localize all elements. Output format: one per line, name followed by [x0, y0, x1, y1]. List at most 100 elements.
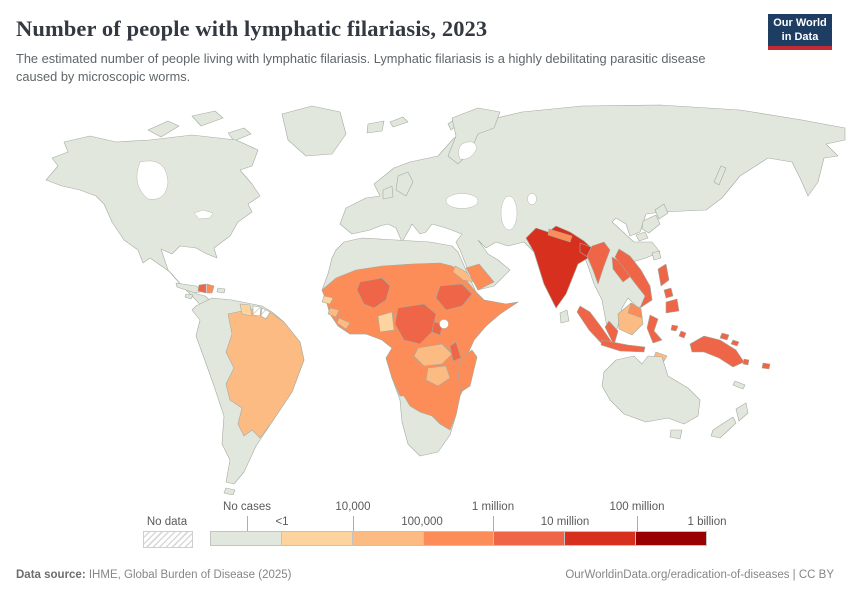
country-yemen[interactable] — [465, 263, 495, 291]
legend-segment-b10k_100k[interactable] — [351, 531, 424, 546]
region-canadian-arctic[interactable] — [147, 120, 180, 138]
legend-tick-line — [637, 516, 638, 531]
region-canadian-arctic[interactable] — [191, 110, 224, 127]
country-united-kingdom[interactable] — [395, 171, 414, 197]
legend-tick-line — [353, 516, 354, 531]
islands-maluku[interactable] — [670, 324, 679, 332]
legend-segment-b100m_1b[interactable] — [635, 531, 708, 546]
owid-url-link[interactable]: OurWorldinData.org/eradication-of-diseas… — [565, 569, 834, 581]
country-malawi[interactable] — [449, 341, 462, 362]
legend-no-data-label: No data — [146, 516, 188, 528]
legend-tick-line — [247, 516, 248, 531]
country-dominican-republic[interactable] — [206, 283, 215, 294]
island-sulawesi[interactable] — [646, 314, 663, 344]
legend-tick-label: 10 million — [540, 516, 590, 528]
country-fiji[interactable] — [761, 362, 771, 370]
region-tierra-del-fuego[interactable] — [223, 487, 236, 495]
country-cuba[interactable] — [175, 282, 206, 294]
country-ethiopia[interactable] — [435, 283, 473, 311]
region-sub-saharan-africa[interactable] — [321, 262, 519, 431]
legend-tick-label: 10,000 — [335, 501, 371, 513]
country-sri-lanka[interactable] — [559, 309, 570, 324]
country-taiwan[interactable] — [651, 250, 662, 261]
owid-logo-line2: in Data — [781, 31, 819, 43]
country-eritrea[interactable] — [452, 265, 475, 283]
country-zambia[interactable] — [413, 343, 453, 367]
legend-tick-label: 100,000 — [401, 516, 443, 528]
map-legend: No data No cases <1 10,000 100,000 1 million… — [0, 500, 850, 552]
country-madagascar[interactable] — [457, 349, 478, 393]
page-title: Number of people with lymphatic filarias… — [16, 16, 488, 41]
country-jamaica[interactable] — [184, 293, 194, 300]
legend-bar — [210, 531, 708, 546]
country-svalbard[interactable] — [389, 116, 409, 128]
legend-segment-b100k_1m[interactable] — [422, 531, 495, 546]
country-suriname[interactable] — [252, 305, 262, 317]
legend-tick-label: 100 million — [609, 501, 665, 513]
legend-segment-no_cases[interactable] — [210, 531, 282, 546]
country-brazil[interactable] — [225, 307, 305, 439]
data-source-text: IHME, Global Burden of Disease (2025) — [85, 569, 292, 581]
country-myanmar[interactable] — [586, 241, 611, 285]
world-map[interactable] — [0, 100, 850, 495]
country-liberia[interactable] — [336, 317, 351, 330]
legend-segment-b1m_10m[interactable] — [493, 531, 566, 546]
legend-tick-label: 1 billion — [687, 516, 727, 528]
country-ireland[interactable] — [382, 185, 394, 200]
island-sakhalin[interactable] — [713, 165, 727, 186]
data-source: Data source: IHME, Global Burden of Dise… — [16, 569, 292, 581]
island-new-guinea[interactable] — [689, 335, 745, 368]
country-nepal[interactable] — [547, 228, 573, 243]
baltic-sea — [458, 141, 478, 160]
legend-tick-label: No cases — [223, 501, 271, 513]
legend-tick-line — [493, 516, 494, 531]
country-philippines[interactable] — [665, 298, 680, 314]
country-nigeria[interactable] — [356, 277, 391, 309]
country-philippines[interactable] — [657, 263, 670, 287]
country-solomon-islands[interactable] — [730, 339, 740, 347]
country-sierra-leone[interactable] — [327, 307, 340, 318]
legend-segment-lt_10k[interactable] — [280, 531, 353, 546]
country-japan[interactable] — [654, 203, 669, 220]
country-timor[interactable] — [653, 351, 668, 362]
country-zimbabwe[interactable] — [425, 365, 451, 387]
country-new-zealand[interactable] — [710, 416, 737, 439]
country-japan[interactable] — [635, 231, 649, 242]
island-new-caledonia[interactable] — [732, 380, 746, 390]
caspian-sea — [500, 195, 518, 231]
owid-logo-line1: Our World — [773, 17, 827, 29]
owid-logo[interactable]: Our World in Data — [768, 14, 832, 50]
great-lakes — [193, 209, 214, 220]
legend-no-data-swatch — [143, 531, 193, 548]
region-canadian-arctic[interactable] — [227, 127, 252, 142]
hudson-bay — [136, 160, 169, 200]
country-australia[interactable] — [601, 355, 701, 425]
legend-tick-label: <1 — [275, 516, 289, 528]
legend-tick-label: 1 million — [471, 501, 515, 513]
country-solomon-islands[interactable] — [719, 332, 730, 341]
chart-subtitle: The estimated number of people living wi… — [16, 51, 706, 85]
country-vanuatu[interactable] — [742, 358, 750, 366]
country-philippines[interactable] — [663, 287, 674, 299]
country-greenland[interactable] — [281, 105, 347, 157]
country-iceland[interactable] — [366, 120, 385, 134]
island-java[interactable] — [600, 339, 646, 353]
country-japan[interactable] — [641, 214, 661, 234]
country-guyana[interactable] — [239, 303, 253, 317]
island-borneo-malaysia[interactable] — [627, 302, 643, 319]
legend-segment-b10m_100m[interactable] — [564, 531, 637, 546]
country-puerto-rico[interactable] — [216, 287, 226, 294]
aral-sea — [527, 193, 537, 205]
region-north-america[interactable] — [45, 134, 261, 315]
country-dr-congo[interactable] — [394, 303, 437, 345]
country-new-zealand[interactable] — [735, 402, 749, 422]
island-tasmania[interactable] — [669, 429, 683, 440]
lake-victoria — [439, 319, 449, 329]
country-gabon[interactable] — [377, 311, 395, 333]
islands-maluku[interactable] — [678, 330, 687, 339]
country-haiti[interactable] — [197, 283, 207, 294]
country-french-guiana[interactable] — [260, 307, 271, 320]
country-vietnam[interactable] — [614, 248, 653, 309]
country-guinea-bissau[interactable] — [321, 295, 334, 305]
